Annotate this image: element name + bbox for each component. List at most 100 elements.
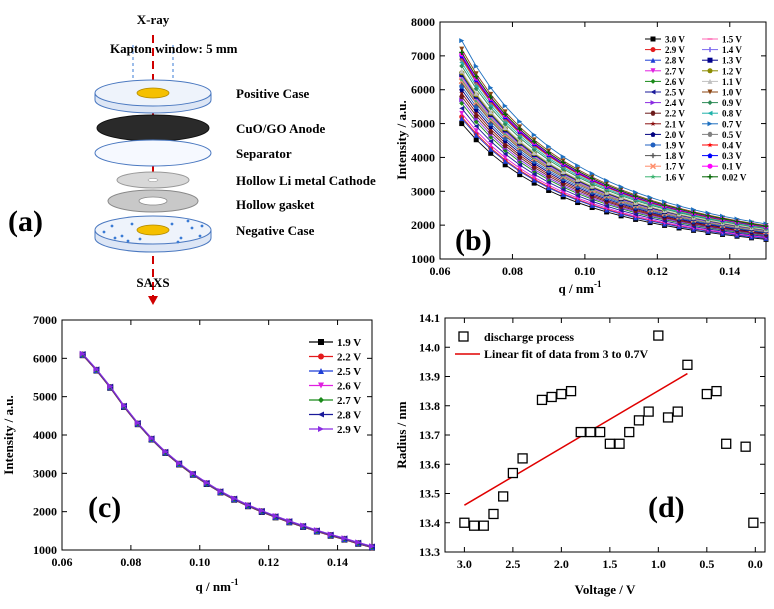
panel-b-point-1p0-V <box>473 71 479 77</box>
panel-b-point-0p7-V <box>589 171 595 177</box>
panel-b-frame <box>439 21 767 260</box>
panel-b-legend-marker <box>707 142 713 148</box>
panel-c-point-2p9-V <box>300 522 307 529</box>
panel-d-point <box>488 508 499 520</box>
kapton-window-disc <box>136 87 170 99</box>
panel-b-point-1p0-V <box>459 46 465 52</box>
panel-b-line-1p7-V <box>461 80 767 232</box>
panel-b-point-0p02-V <box>763 223 769 229</box>
panel-b-legend-marker <box>707 174 713 180</box>
panel-b-point-1p1-V <box>546 160 552 166</box>
panel-d-ytick-label: 13.3 <box>419 545 440 559</box>
panel-c-line-2p2-V <box>82 354 373 548</box>
panel-b-line-2p8-V <box>461 118 767 239</box>
panel-d-xlabel: Voltage / V <box>575 582 636 597</box>
panel-d-point <box>556 388 567 400</box>
panel-label-a: (a) <box>8 205 43 238</box>
panel-b-legend-marker <box>707 78 713 84</box>
panel-b-line-0p8-V <box>461 62 767 229</box>
negative-case-dots <box>102 219 204 244</box>
panel-b-legend-label: 1.7 V <box>665 162 685 172</box>
panel-b-line-1p1-V <box>461 70 767 231</box>
cathode-layer <box>116 171 190 189</box>
panel-d-xtick-label: 0.0 <box>748 557 763 571</box>
panel-b-legend-marker <box>650 121 656 127</box>
panel-b-legend-marker <box>650 36 656 42</box>
panel-label-d: (d) <box>648 491 685 524</box>
panel-a-diagram: X-ray Kapton window: 5 mm SAXS Positive … <box>8 12 376 305</box>
positive-case-layer <box>94 79 212 114</box>
case-dot <box>176 240 180 244</box>
panel-b-point-0p7-V <box>517 118 523 124</box>
panel-c-legend-marker <box>318 353 324 360</box>
panel-b-legend-marker <box>707 110 713 116</box>
panel-d-xtick-label: 2.0 <box>554 557 569 571</box>
panel-d-ytick-label: 13.7 <box>419 428 440 442</box>
panel-b-legend-marker <box>650 100 656 106</box>
panel-b-legend-marker <box>650 68 656 74</box>
panel-d-fit-line <box>464 372 688 506</box>
panel-b-point-2p5-V <box>473 123 479 129</box>
panel-b-point-0p7-V <box>618 184 624 190</box>
panel-c-xtick-label: 0.14 <box>327 555 348 569</box>
panel-b-point-2p8-V <box>473 132 479 138</box>
panel-b-xtick-label: 0.14 <box>719 264 740 278</box>
panel-b-line-0p02-V <box>461 52 767 227</box>
panel-b-point-0p7-V <box>546 144 552 150</box>
panel-d-xtick-label: 3.0 <box>457 557 472 571</box>
panel-d-point <box>614 438 625 449</box>
panel-b-point-0p02-V <box>705 213 711 219</box>
panel-b-point-0p02-V <box>633 193 639 199</box>
panel-c-point-2p9-V <box>369 543 375 550</box>
panel-b-point-0p02-V <box>604 182 610 188</box>
beam-arrowhead <box>148 296 158 305</box>
panel-d-xtick-label: 2.5 <box>505 557 520 571</box>
panel-c-legend-marker <box>318 411 324 418</box>
panel-b-point-0p7-V <box>575 163 581 169</box>
panel-c-xtick-label: 0.10 <box>189 555 210 569</box>
panel-b-line-2p6-V <box>461 102 767 237</box>
panel-c-point-2p9-V <box>245 501 251 508</box>
panel-b-ytick-label: 3000 <box>411 184 435 198</box>
panel-b-point-0p02-V <box>734 218 740 224</box>
panel-c-legend: 1.9 V 2.2 V 2.5 V 2.6 V 2.7 V 2.8 V 2.9 V <box>309 337 361 436</box>
layer-label-gasket: Hollow gasket <box>236 197 315 212</box>
panel-b-legend-marker <box>650 110 656 116</box>
panel-c-point-2p9-V <box>189 470 196 477</box>
panel-c-xtick-label: 0.06 <box>52 555 73 569</box>
panel-b-point-2p5-V <box>488 138 494 144</box>
panel-d-ytick-label: 14.0 <box>419 340 440 354</box>
panel-d-legend: discharge process Linear fit of data fro… <box>455 330 649 361</box>
panel-b-point-1p1-V <box>517 138 523 144</box>
panel-b-line-2p7-V <box>461 113 767 238</box>
panel-b-legend-label: 2.8 V <box>665 56 685 66</box>
case-dot <box>170 222 174 226</box>
panel-b-xtick-label: 0.08 <box>502 264 523 278</box>
panel-b-point-2p7-V <box>517 165 523 171</box>
case-dot <box>200 224 204 228</box>
panel-b-legend-label: 2.0 V <box>665 130 685 140</box>
panel-b-point-3p0-V <box>459 121 465 127</box>
panel-b-legend-label: 2.5 V <box>665 88 685 98</box>
panel-c-legend-label: 2.8 V <box>337 410 361 422</box>
panel-d-ytick-label: 13.6 <box>419 457 440 471</box>
panel-b-legend-label: 0.7 V <box>722 119 742 129</box>
panel-c-point-2p9-V <box>176 460 183 467</box>
panel-b-legend-marker <box>650 89 656 95</box>
panel-b-line-2p5-V <box>461 108 767 237</box>
panel-b-legend-label: 1.1 V <box>722 77 742 87</box>
panel-c-point-2p9-V <box>93 366 100 373</box>
case-dot <box>190 226 194 230</box>
panel-b-point-1p1-V <box>531 150 537 156</box>
panel-b-legend-marker <box>650 78 656 84</box>
panel-d-point <box>662 412 674 423</box>
case-dot <box>110 224 114 228</box>
panel-c-legend-label: 1.9 V <box>337 337 361 349</box>
panel-b-ytick-label: 8000 <box>411 15 435 29</box>
panel-c-ytick-label: 7000 <box>33 313 57 327</box>
panel-d-point <box>498 491 509 502</box>
layer-label-negative-case: Negative Case <box>236 223 315 238</box>
panel-b-line-1p8-V <box>461 82 767 233</box>
panel-b-legend-label: 2.4 V <box>665 98 685 108</box>
panel-c-legend-marker <box>318 368 324 374</box>
